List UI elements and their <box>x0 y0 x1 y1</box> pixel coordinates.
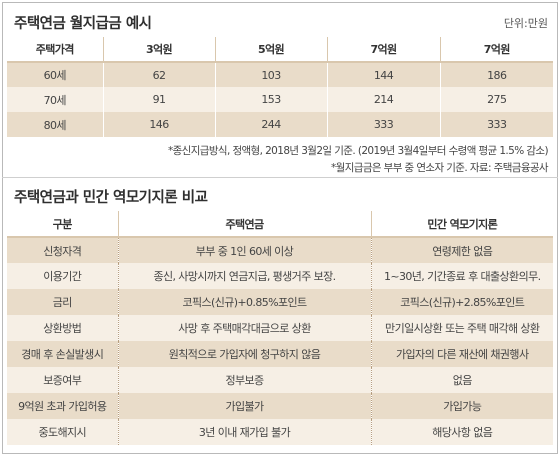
table-cell: 가입불가 <box>117 393 371 419</box>
table-cell: 가입가능 <box>370 393 553 419</box>
header-cell: 구분 <box>7 211 118 238</box>
table-cell: 275 <box>439 87 553 112</box>
table-row: 상환방법 사망 후 주택매각대금으로 상환 만기일시상환 또는 주택 매각해 상… <box>7 315 553 341</box>
table-cell: 해당사항 없음 <box>370 419 553 445</box>
table-cell: 103 <box>214 62 327 87</box>
table-cell: 상환방법 <box>7 315 118 341</box>
table-cell: 이용기간 <box>7 263 118 289</box>
table-cell: 사망 후 주택매각대금으로 상환 <box>117 315 371 341</box>
table-cell: 코픽스(신규)+2.85%포인트 <box>370 289 553 315</box>
table-cell: 186 <box>439 62 553 87</box>
table-cell: 중도해지시 <box>7 419 118 445</box>
table-row: 이용기간 종신, 사망시까지 연금지급, 평생거주 보장. 1~30년, 기간종… <box>7 263 553 289</box>
table-row: 60세 62 103 144 186 <box>7 62 553 87</box>
table-row: 9억원 초과 가입허용 가입불가 가입가능 <box>7 393 553 419</box>
table-cell: 144 <box>326 62 440 87</box>
table-cell: 코픽스(신규)+0.85%포인트 <box>117 289 371 315</box>
table-cell: 원칙적으로 가입자에 청구하지 않음 <box>117 341 371 367</box>
table-cell: 9억원 초과 가입허용 <box>7 393 118 419</box>
table-cell: 경매 후 손실발생시 <box>7 341 118 367</box>
table-cell: 1~30년, 기간종료 후 대출상환의무. <box>370 263 553 289</box>
table-cell: 신청자격 <box>7 237 118 263</box>
table-cell: 153 <box>214 87 327 112</box>
header-cell: 7억원 <box>439 37 553 63</box>
footnote-source: *월지급금은 부부 중 연소자 기준. 자료: 주택금융공사 <box>330 162 549 174</box>
pension-example-title: 주택연금 월지급금 예시 <box>14 16 152 32</box>
table-cell: 333 <box>326 112 440 137</box>
table-cell: 보증여부 <box>7 367 118 393</box>
header-cell: 7억원 <box>326 37 440 63</box>
table-cell: 금리 <box>7 289 118 315</box>
table-row: 70세 91 153 214 275 <box>7 87 553 112</box>
table-cell: 146 <box>102 112 215 137</box>
header-cell: 주택연금 <box>117 211 371 238</box>
header-cell: 주택가격 <box>7 37 103 63</box>
table-cell: 244 <box>214 112 327 137</box>
monthly-payment-table: 주택가격 3억원 5억원 7억원 7억원 60세 62 103 144 186 … <box>7 37 553 137</box>
table-cell: 정부보증 <box>117 367 371 393</box>
header-cell: 민간 역모기지론 <box>370 211 553 238</box>
table-cell: 80세 <box>7 112 103 137</box>
table-row: 80세 146 244 333 333 <box>7 112 553 137</box>
table-header-row: 주택가격 3억원 5억원 7억원 7억원 <box>7 37 553 63</box>
table-cell: 70세 <box>7 87 103 112</box>
table-cell: 부부 중 1인 60세 이상 <box>117 237 371 263</box>
comparison-title: 주택연금과 민간 역모기지론 비교 <box>14 190 208 206</box>
table-row: 신청자격 부부 중 1인 60세 이상 연령제한 없음 <box>7 237 553 263</box>
table-cell: 없음 <box>370 367 553 393</box>
section-divider <box>2 177 558 178</box>
table-cell: 3년 이내 재가입 불가 <box>117 419 371 445</box>
table-cell: 60세 <box>7 62 103 87</box>
table-cell: 종신, 사망시까지 연금지급, 평생거주 보장. <box>117 263 371 289</box>
table-cell: 만기일시상환 또는 주택 매각해 상환 <box>370 315 553 341</box>
table-row: 보증여부 정부보증 없음 <box>7 367 553 393</box>
footnote: *종신지급방식, 정액형, 2018년 3월2일 기준. (2019년 3월4일… <box>167 145 549 157</box>
header-cell: 5억원 <box>214 37 327 63</box>
table-header-row: 구분 주택연금 민간 역모기지론 <box>7 211 553 238</box>
table-cell: 214 <box>326 87 440 112</box>
table-row: 금리 코픽스(신규)+0.85%포인트 코픽스(신규)+2.85%포인트 <box>7 289 553 315</box>
unit-label: 단위:만원 <box>503 17 548 30</box>
table-cell: 62 <box>102 62 215 87</box>
table-cell: 연령제한 없음 <box>370 237 553 263</box>
comparison-table: 구분 주택연금 민간 역모기지론 신청자격 부부 중 1인 60세 이상 연령제… <box>7 211 553 445</box>
table-row: 중도해지시 3년 이내 재가입 불가 해당사항 없음 <box>7 419 553 445</box>
header-cell: 3억원 <box>102 37 215 63</box>
table-cell: 가입자의 다른 재산에 채권행사 <box>370 341 553 367</box>
table-row: 경매 후 손실발생시 원칙적으로 가입자에 청구하지 않음 가입자의 다른 재산… <box>7 341 553 367</box>
table-cell: 333 <box>439 112 553 137</box>
table-cell: 91 <box>102 87 215 112</box>
